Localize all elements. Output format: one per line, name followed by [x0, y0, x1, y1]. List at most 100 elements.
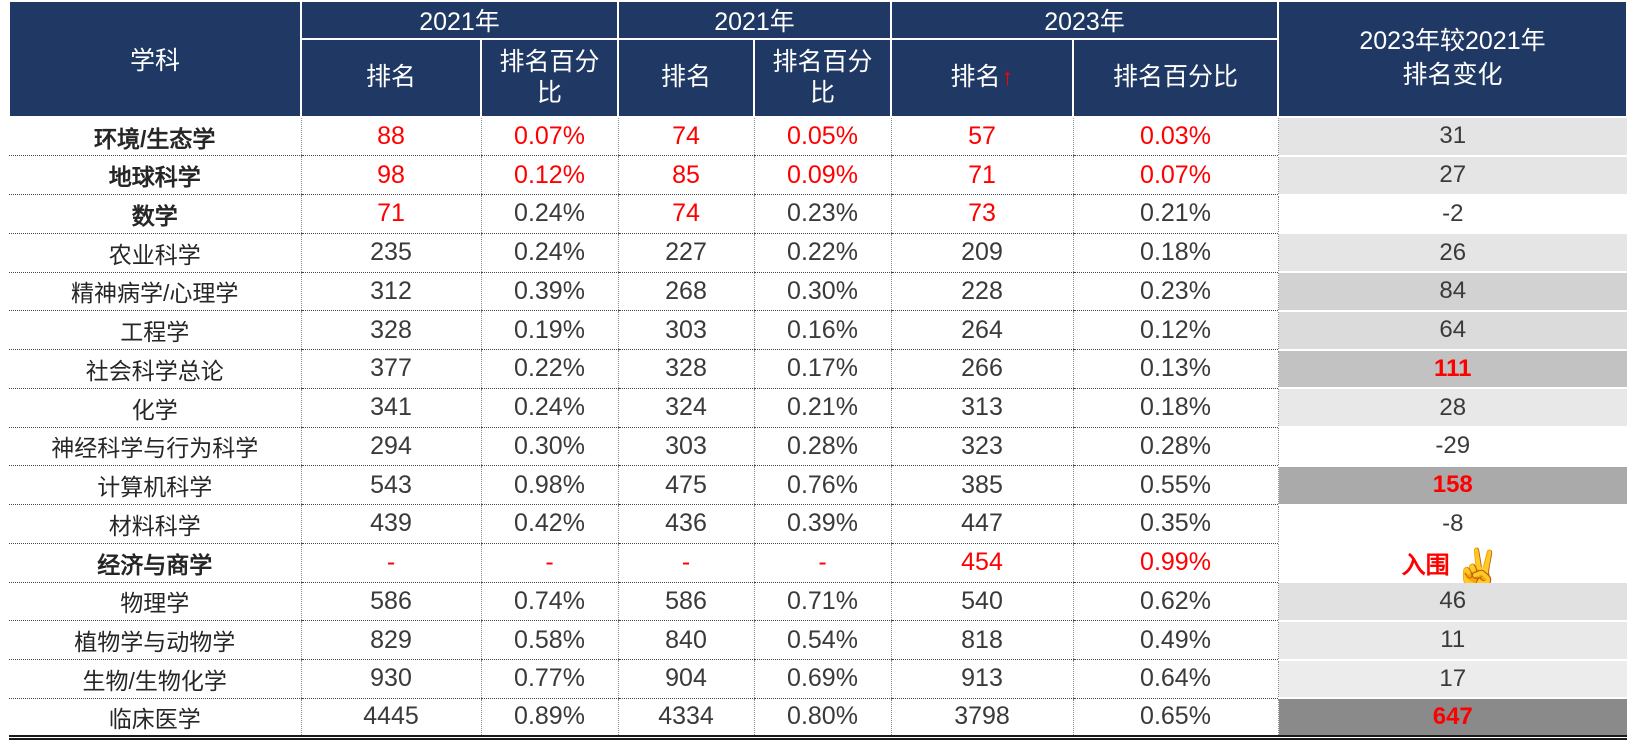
- value-cell: 3798: [890, 698, 1073, 740]
- value-cell: 0.09%: [753, 155, 891, 195]
- value-cell: 0.80%: [753, 698, 891, 740]
- value-cell: 475: [617, 465, 754, 505]
- subject-cell: 计算机科学: [9, 465, 301, 505]
- change-cell: 27: [1277, 155, 1627, 196]
- value-cell: 0.89%: [480, 698, 618, 740]
- pct-header-2021b: 排名百分比: [753, 38, 892, 118]
- subject-cell: 植物学与动物学: [9, 620, 301, 660]
- rank-header-2021b: 排名: [617, 38, 755, 118]
- table-row: 神经科学与行为科学 294 0.30% 303 0.28% 323 0.28% …: [9, 427, 1627, 467]
- value-cell: 0.22%: [480, 349, 618, 389]
- subject-ranking-table: 学科 2021年 2021年 2023年 2023年较2021年 排名变化 排名…: [8, 0, 1628, 740]
- value-cell: 88: [300, 117, 481, 157]
- value-cell: 0.55%: [1072, 465, 1278, 505]
- value-cell: 0.30%: [480, 427, 618, 467]
- value-cell: 0.17%: [753, 349, 891, 389]
- change-cell: 28: [1277, 388, 1627, 428]
- change-cell: 入围✌: [1277, 543, 1627, 592]
- table-row: 社会科学总论 377 0.22% 328 0.17% 266 0.13% 111: [9, 349, 1627, 390]
- change-header-line1: 2023年较2021年: [1359, 27, 1546, 56]
- subject-cell: 地球科学: [9, 155, 301, 195]
- value-cell: 0.54%: [753, 620, 891, 660]
- rank-header-label: 排名: [950, 63, 1001, 92]
- value-cell: 328: [300, 310, 481, 350]
- value-cell: -: [300, 543, 481, 583]
- table-row: 农业科学 235 0.24% 227 0.22% 209 0.18% 26: [9, 233, 1627, 273]
- change-value: 26: [1439, 238, 1467, 266]
- value-cell: 0.23%: [753, 194, 891, 234]
- change-cell: -2: [1277, 194, 1627, 235]
- change-value: 84: [1439, 277, 1467, 305]
- value-cell: 0.16%: [753, 310, 891, 350]
- subject-cell: 化学: [9, 388, 301, 428]
- table-row: 化学 341 0.24% 324 0.21% 313 0.18% 28: [9, 388, 1627, 428]
- subject-cell: 精神病学/心理学: [9, 272, 301, 312]
- value-cell: 303: [617, 427, 754, 467]
- value-cell: 436: [617, 504, 754, 544]
- value-cell: 586: [617, 582, 754, 622]
- value-cell: 0.64%: [1072, 659, 1278, 699]
- value-cell: 454: [890, 543, 1073, 583]
- value-cell: 0.65%: [1072, 698, 1278, 740]
- value-cell: 303: [617, 310, 754, 350]
- subject-cell: 临床医学: [9, 698, 301, 740]
- value-cell: 98: [300, 155, 481, 195]
- value-cell: 0.39%: [480, 272, 618, 312]
- value-cell: 0.71%: [753, 582, 891, 622]
- change-cell: 11: [1277, 620, 1627, 661]
- value-cell: 913: [890, 659, 1073, 699]
- value-cell: 840: [617, 620, 754, 660]
- subject-cell: 环境/生态学: [9, 117, 301, 157]
- value-cell: 228: [890, 272, 1073, 312]
- table-row: 计算机科学 543 0.98% 475 0.76% 385 0.55% 158: [9, 465, 1627, 506]
- subject-column-header: 学科: [8, 0, 302, 118]
- value-cell: 0.07%: [480, 117, 618, 157]
- value-cell: 0.07%: [1072, 155, 1278, 195]
- value-cell: 0.12%: [480, 155, 618, 195]
- rank-header-2021a: 排名: [300, 38, 482, 118]
- table-row: 植物学与动物学 829 0.58% 840 0.54% 818 0.49% 11: [9, 620, 1627, 661]
- year-group-2021b-header: 2021年: [617, 0, 892, 40]
- change-value: 28: [1439, 393, 1467, 421]
- change-value: 31: [1439, 122, 1467, 150]
- change-cell: 111: [1277, 349, 1627, 390]
- subject-cell: 经济与商学: [9, 543, 301, 583]
- value-cell: 312: [300, 272, 481, 312]
- value-cell: 0.35%: [1072, 504, 1278, 544]
- change-cell: 647: [1277, 698, 1627, 740]
- value-cell: 0.22%: [753, 233, 891, 273]
- year-group-2023-header: 2023年: [890, 0, 1279, 40]
- value-cell: 0.62%: [1072, 582, 1278, 622]
- value-cell: 0.03%: [1072, 117, 1278, 157]
- value-cell: 71: [890, 155, 1073, 195]
- value-cell: 543: [300, 465, 481, 505]
- subject-cell: 神经科学与行为科学: [9, 427, 301, 467]
- value-cell: 0.42%: [480, 504, 618, 544]
- change-value: 入围: [1401, 552, 1450, 580]
- value-cell: 0.58%: [480, 620, 618, 660]
- value-cell: 0.24%: [480, 388, 618, 428]
- value-cell: 0.49%: [1072, 620, 1278, 660]
- rank-header-2023[interactable]: 排名↑: [890, 38, 1074, 118]
- value-cell: -: [617, 543, 754, 583]
- value-cell: 71: [300, 194, 481, 234]
- value-cell: 324: [617, 388, 754, 428]
- value-cell: 235: [300, 233, 481, 273]
- value-cell: 0.77%: [480, 659, 618, 699]
- change-header-line2: 排名变化: [1402, 61, 1503, 89]
- subject-cell: 生物/生物化学: [9, 659, 301, 699]
- value-cell: 0.23%: [1072, 272, 1278, 312]
- value-cell: 0.28%: [753, 427, 891, 467]
- value-cell: 341: [300, 388, 481, 428]
- change-value: 17: [1439, 664, 1467, 692]
- value-cell: 0.12%: [1072, 310, 1278, 350]
- change-value: 647: [1432, 702, 1473, 730]
- subject-cell: 材料科学: [9, 504, 301, 544]
- value-cell: 586: [300, 582, 481, 622]
- value-cell: 0.21%: [1072, 194, 1278, 234]
- table-row: 环境/生态学 88 0.07% 74 0.05% 57 0.03% 31: [9, 117, 1627, 157]
- pct-header-2023: 排名百分比: [1072, 38, 1279, 118]
- value-cell: 264: [890, 310, 1073, 350]
- value-cell: -: [480, 543, 618, 583]
- value-cell: 323: [890, 427, 1073, 467]
